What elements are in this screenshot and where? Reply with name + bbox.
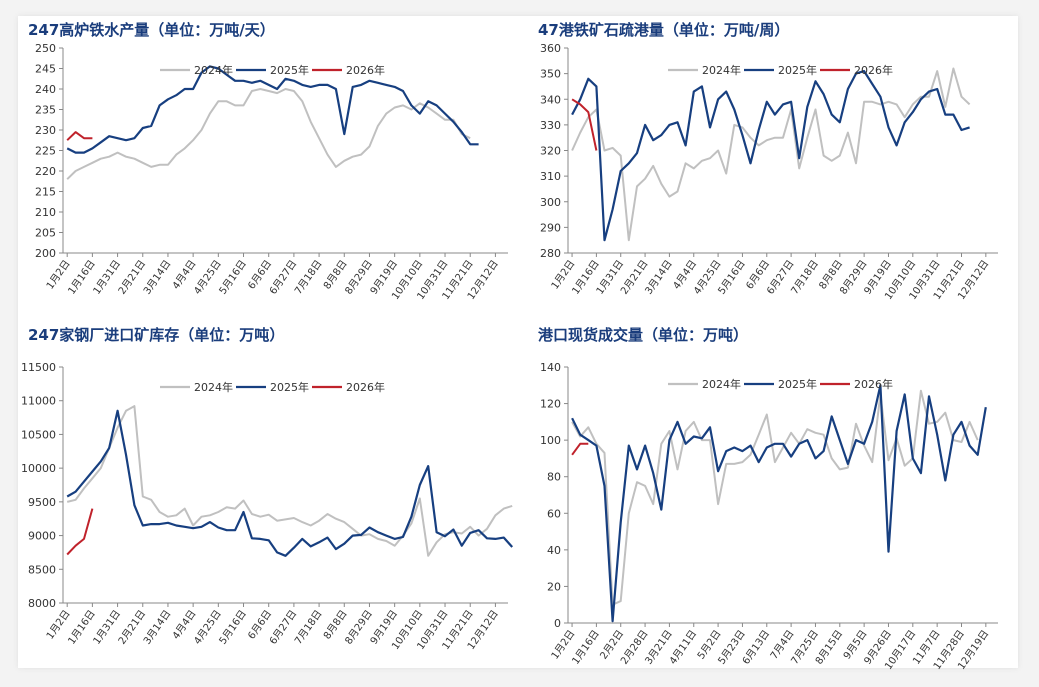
y-tick-label: 40 [547, 544, 561, 557]
legend-label: 2024年 [702, 377, 741, 391]
series-line-2024 [66, 88, 471, 180]
legend-label: 2025年 [270, 380, 309, 394]
chart-title: 港口现货成交量（单位：万吨） [538, 326, 749, 344]
legend-label: 2025年 [778, 377, 817, 391]
y-tick-label: 300 [540, 196, 561, 209]
series-line-2025 [571, 69, 970, 242]
y-tick-label: 120 [540, 398, 561, 411]
y-tick-label: 11500 [21, 361, 56, 374]
y-tick-label: 215 [35, 186, 56, 199]
legend-label: 2025年 [778, 63, 817, 77]
y-tick-label: 290 [540, 221, 561, 234]
y-tick-label: 340 [540, 93, 561, 106]
legend-label: 2026年 [346, 380, 385, 394]
series-line-2025 [571, 384, 987, 623]
y-tick-label: 235 [35, 104, 56, 117]
y-tick-label: 245 [35, 63, 56, 76]
legend-label: 2024年 [702, 63, 741, 77]
y-tick-label: 225 [35, 145, 56, 158]
legend-label: 2024年 [194, 380, 233, 394]
y-tick-label: 280 [540, 247, 561, 260]
series-line-2026 [66, 508, 94, 556]
chart-title: 47港铁矿石疏港量（单位：万吨/周） [538, 21, 790, 39]
y-tick-label: 250 [35, 42, 56, 55]
y-tick-label: 205 [35, 227, 56, 240]
panel-port-clearance: 47港铁矿石疏港量（单位：万吨/周） 280 290 300 310 320 330 340… [528, 16, 1038, 336]
panel-spot-volume: 港口现货成交量（单位：万吨） 0 20 40 60 80 100 120 140 1月2日 1月1… [528, 321, 1038, 672]
legend-label: 2026年 [346, 63, 385, 77]
y-tick-label: 9500 [28, 496, 56, 509]
y-tick-label: 8500 [28, 563, 56, 576]
series-line-2024 [66, 405, 513, 557]
chart-sheet: 247高炉铁水产量（单位：万吨/天） 200 205 210 215 220 225 230… [18, 16, 1018, 672]
y-tick-label: 0 [554, 617, 561, 630]
legend-label: 2024年 [194, 63, 233, 77]
series-line-2024 [571, 389, 979, 606]
y-tick-label: 200 [35, 247, 56, 260]
series-line-2026 [571, 442, 589, 456]
y-tick-label: 60 [547, 507, 561, 520]
panel-mill-inventory: 247家钢厂进口矿库存（单位：万吨） 8000 8500 9000 9500 10000… [18, 321, 528, 668]
legend-label: 2026年 [854, 63, 893, 77]
series-line-2026 [66, 131, 93, 141]
series-line-2024 [571, 67, 971, 242]
y-tick-label: 320 [540, 145, 561, 158]
series-line-2025 [66, 409, 514, 557]
y-tick-label: 310 [540, 170, 561, 183]
chart-port-clearance-svg: 2802903003103203303403503601月2日1月16日1月31… [540, 42, 998, 302]
y-tick-label: 11000 [21, 395, 56, 408]
panel-blast-furnace: 247高炉铁水产量（单位：万吨/天） 200 205 210 215 220 225 230… [18, 16, 528, 336]
chart-spot-volume-svg: 0204060801001201401月2日1月16日2月2日2月28日3月21… [540, 361, 998, 672]
y-tick-label: 8000 [28, 597, 56, 610]
y-tick-label: 140 [540, 361, 561, 374]
legend-label: 2025年 [270, 63, 309, 77]
chart-title: 247高炉铁水产量（单位：万吨/天） [28, 21, 275, 39]
series-line-2026 [571, 98, 598, 151]
y-tick-label: 10000 [21, 462, 56, 475]
y-tick-label: 360 [540, 42, 561, 55]
y-tick-label: 230 [35, 124, 56, 137]
y-tick-label: 240 [35, 83, 56, 96]
y-tick-label: 330 [540, 119, 561, 132]
y-tick-label: 210 [35, 206, 56, 219]
legend-label: 2026年 [854, 377, 893, 391]
series-line-2025 [66, 65, 479, 154]
chart-title: 247家钢厂进口矿库存（单位：万吨） [28, 326, 285, 344]
chart-blast-furnace-svg: 2002052102152202252302352402452501月2日1月1… [35, 42, 508, 302]
y-tick-label: 350 [540, 68, 561, 81]
y-tick-label: 80 [547, 471, 561, 484]
y-tick-label: 20 [547, 580, 561, 593]
chart-mill-inventory-svg: 8000850090009500100001050011000115001月2日… [21, 361, 514, 652]
y-tick-label: 9000 [28, 530, 56, 543]
y-tick-label: 220 [35, 165, 56, 178]
y-tick-label: 10500 [21, 428, 56, 441]
y-tick-label: 100 [540, 434, 561, 447]
